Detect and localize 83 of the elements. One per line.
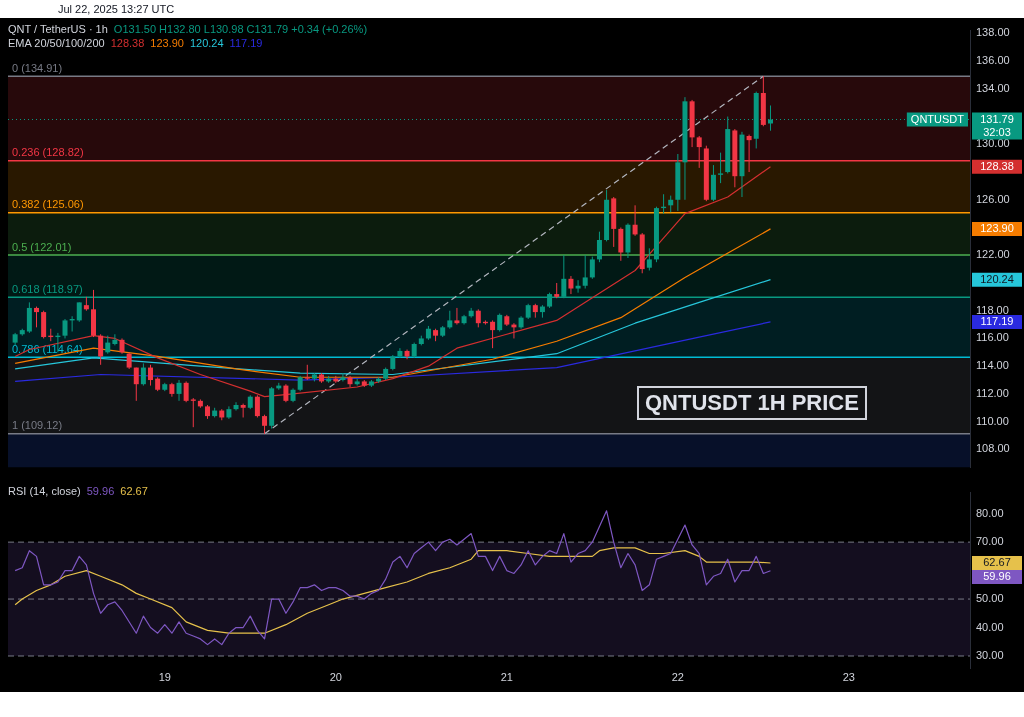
candlestick	[582, 254, 588, 290]
candlestick	[490, 319, 496, 349]
y-tick-label: 108.00	[976, 442, 1010, 455]
x-tick-label: 20	[329, 671, 342, 684]
candlestick	[34, 306, 39, 328]
annotation: QNTUSDT	[910, 112, 965, 125]
candlestick	[589, 256, 595, 280]
candlestick	[76, 301, 82, 323]
y-tick-label: 118.00	[976, 303, 1009, 316]
candlestick	[718, 152, 724, 184]
ref-line-label: 0 (134.91)	[12, 61, 63, 74]
text: 123.90	[980, 221, 1014, 234]
x-tick-label: 21	[500, 671, 513, 684]
candlestick	[176, 379, 182, 402]
candlestick	[26, 301, 32, 334]
ref-line-label: 0.618 (118.97)	[12, 282, 83, 295]
y-tick-label: 134.00	[976, 81, 1010, 94]
candlestick	[98, 333, 104, 366]
annotation: 59.96	[86, 485, 115, 497]
text: 32:03	[983, 125, 1011, 138]
text: 128.38	[980, 159, 1014, 172]
y-tick-label: 122.00	[976, 248, 1010, 261]
ref-line-label: 0.382 (125.06)	[12, 198, 84, 211]
candlestick	[475, 308, 481, 328]
annotation: 123.90	[150, 37, 184, 49]
text: Jul 22, 2025 13:27 UTC	[58, 3, 175, 15]
text: 59.96	[983, 570, 1011, 583]
candlestick	[233, 401, 239, 412]
x-tick-label: 19	[158, 671, 171, 684]
y-tick-label: 130.00	[976, 137, 1010, 150]
candlestick	[148, 364, 154, 387]
y-tick-label: 112.00	[976, 386, 1009, 399]
candlestick	[283, 383, 289, 403]
candlestick	[447, 310, 453, 330]
legend-title: EMA 20/50/100/200	[8, 37, 105, 49]
y-tick-label: 50.00	[976, 592, 1004, 605]
candlestick	[618, 227, 624, 262]
candlestick	[632, 204, 638, 237]
candlestick	[105, 335, 111, 355]
candlestick	[190, 397, 196, 428]
chart-title: QNT / TetherUS · 1h	[8, 23, 108, 35]
candlestick	[262, 414, 268, 435]
candlestick	[183, 380, 189, 403]
candlestick	[140, 362, 146, 387]
ref-line-label: 1 (109.12)	[12, 419, 63, 432]
y-tick-label: 110.00	[976, 414, 1009, 427]
ref-line-label: 0.786 (114.64)	[12, 342, 83, 355]
candlestick	[62, 318, 68, 339]
annotation: 117.19	[229, 37, 263, 49]
candlestick	[497, 312, 503, 333]
annotation: 62.67	[120, 485, 148, 497]
y-tick-label: 70.00	[976, 535, 1004, 548]
ref-line-label: 0.5 (122.01)	[12, 240, 72, 253]
candlestick	[568, 275, 574, 295]
y-tick-label: 126.00	[976, 192, 1010, 205]
annotation: QNTUSDT 1H PRICE	[637, 386, 867, 420]
y-tick-label: 136.00	[976, 54, 1010, 67]
candlestick	[646, 247, 652, 271]
candlestick	[340, 372, 346, 382]
x-tick-label: 22	[671, 671, 684, 684]
annotation: O131.50 H132.80 L130.98 C131.79 +0.34 (+0.26%)	[113, 23, 368, 35]
candlestick	[254, 394, 260, 418]
chart-title: RSI (14, close)	[8, 485, 81, 497]
y-tick-label: 116.00	[976, 331, 1009, 344]
text: 131.79	[980, 112, 1014, 125]
candlestick	[133, 367, 139, 402]
text: 62.67	[983, 556, 1011, 569]
text: 117.19	[980, 314, 1014, 327]
y-tick-label: 40.00	[976, 620, 1004, 633]
candlestick	[767, 104, 773, 132]
y-tick-label: 114.00	[976, 359, 1009, 372]
y-tick-label: 30.00	[976, 649, 1004, 662]
annotation: 120.24	[189, 37, 224, 49]
ref-line-label: 0.236 (128.82)	[12, 146, 84, 159]
annotation: 128.38	[110, 37, 145, 49]
y-tick-label: 80.00	[976, 506, 1004, 519]
candlestick	[596, 231, 602, 263]
y-tick-label: 138.00	[976, 26, 1010, 39]
text: 120.24	[980, 272, 1014, 285]
candlestick	[575, 279, 581, 294]
candlestick	[454, 307, 460, 326]
candlestick	[112, 333, 118, 346]
x-tick-label: 23	[842, 671, 855, 684]
